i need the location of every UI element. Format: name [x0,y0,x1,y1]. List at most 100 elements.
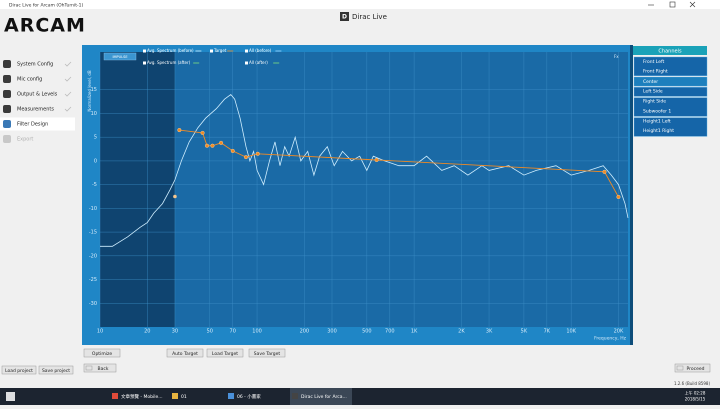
tab-label[interactable]: IMPULSE [112,55,127,59]
channel-group [633,87,708,97]
title-bar [0,0,720,9]
button-face[interactable] [38,365,74,375]
buttons: Optimize Auto Target Load Target Save Targe… [1,348,711,375]
legend-label: Target [213,48,227,53]
logo: ARCAM [4,15,86,37]
target-point[interactable] [219,140,224,145]
channel-item[interactable]: Center [643,79,658,85]
app-icon: D [342,13,347,20]
button[interactable]: Load Target [206,348,244,358]
target-point[interactable] [243,155,248,160]
button-label[interactable]: Proceed [686,366,704,372]
task-label[interactable]: 06 - 小畫家 [237,393,261,400]
button-face[interactable] [248,348,286,358]
button[interactable]: Auto Target [166,348,204,358]
button-arrow[interactable] [85,365,93,371]
target-point[interactable] [210,143,215,148]
menu-item[interactable]: Filter Design [17,122,48,128]
menu-icon [3,75,11,83]
channel-item[interactable]: Height1 Right [643,128,674,134]
task-label[interactable]: Dirac Live for Arca... [301,394,347,400]
channel-item[interactable]: Right Side [643,99,666,105]
button-face[interactable] [166,348,204,358]
button-label[interactable]: Load project [5,368,33,374]
button-label[interactable]: Auto Target [172,351,198,357]
channel-item[interactable]: Left Side [643,89,663,95]
legend-checkbox[interactable] [210,49,213,53]
button[interactable]: Optimize [83,348,121,358]
button[interactable]: Back [83,363,117,373]
button[interactable]: Save Target [248,348,286,358]
target-point[interactable] [200,130,205,135]
channel-item[interactable]: Front Right [643,69,668,75]
task-icon[interactable] [292,393,298,399]
button-label[interactable]: Load Target [212,351,238,357]
x-tick-label: 100 [252,329,262,335]
button-label[interactable]: Save Target [254,351,281,357]
window-controls[interactable] [648,1,696,8]
taskbar [0,388,720,405]
button[interactable]: Load project [1,365,37,375]
target-point[interactable] [616,194,621,199]
button-face[interactable] [1,365,37,375]
menu-item[interactable]: Export [17,137,33,143]
y-axis-label: Normalized level, dB [87,70,92,112]
x-tick-label: 700 [385,329,395,335]
button-label[interactable]: Save project [42,368,70,374]
divider [630,45,633,345]
x-tick-label: 500 [362,329,372,335]
tab[interactable] [103,52,137,61]
sidebar: System Config Mic config Output & Levels Me… [0,60,75,143]
y-tick-label: -5 [92,182,97,188]
menu-item[interactable]: Output & Levels [17,92,58,98]
button-face[interactable] [674,363,711,373]
button[interactable]: Proceed [674,363,711,373]
y-tick-label: 5 [94,135,97,141]
task-label[interactable]: 01 [181,394,187,400]
legend-checkbox[interactable] [143,61,146,65]
task-icon[interactable] [112,393,118,399]
target-point[interactable] [374,157,379,162]
legend-checkbox[interactable] [245,61,248,65]
channel-item[interactable]: Height1 Left [643,118,671,124]
clock-date: 2018/5/15 [685,397,706,402]
task-active [290,388,352,405]
button-face[interactable] [83,363,117,373]
button-face[interactable] [83,348,121,358]
channel-group [633,56,708,76]
plot-area [100,52,628,327]
task-label[interactable]: 文章預覽 - Mobile... [121,393,163,400]
task-icon[interactable] [172,393,178,399]
start-button[interactable] [6,392,15,401]
y-tick-label: 0 [94,158,97,164]
target-point[interactable] [255,151,260,156]
target-point[interactable] [204,143,209,148]
channel-item[interactable]: Front Left [643,59,665,65]
target-handle[interactable] [173,194,177,199]
menu-item[interactable]: Mic config [17,77,42,83]
channels: Channels Front Left Front Right Center Left … [633,46,708,137]
check [64,76,72,82]
app-name: Dirac Live [352,13,387,21]
target-point[interactable] [230,148,235,153]
x-tick-label: 2K [458,329,465,335]
button-face[interactable] [206,348,244,358]
menu-item[interactable]: System Config [17,62,53,68]
button-arrow[interactable] [676,365,684,371]
target-point[interactable] [177,128,182,133]
button-label[interactable]: Optimize [92,351,112,357]
legend-checkbox[interactable] [245,49,248,53]
menu-item[interactable]: Measurements [17,107,54,113]
x-tick-label: 50 [207,329,213,335]
check [64,91,72,97]
menu-icon [3,105,11,113]
legend-checkbox[interactable] [143,49,146,53]
button-label[interactable]: Back [98,366,109,372]
channel-item[interactable]: Subwoofer 1 [643,108,671,114]
button[interactable]: Save project [38,365,74,375]
legend-label: All (before) [249,48,272,53]
task-icon[interactable] [228,393,234,399]
target-point[interactable] [602,169,607,174]
